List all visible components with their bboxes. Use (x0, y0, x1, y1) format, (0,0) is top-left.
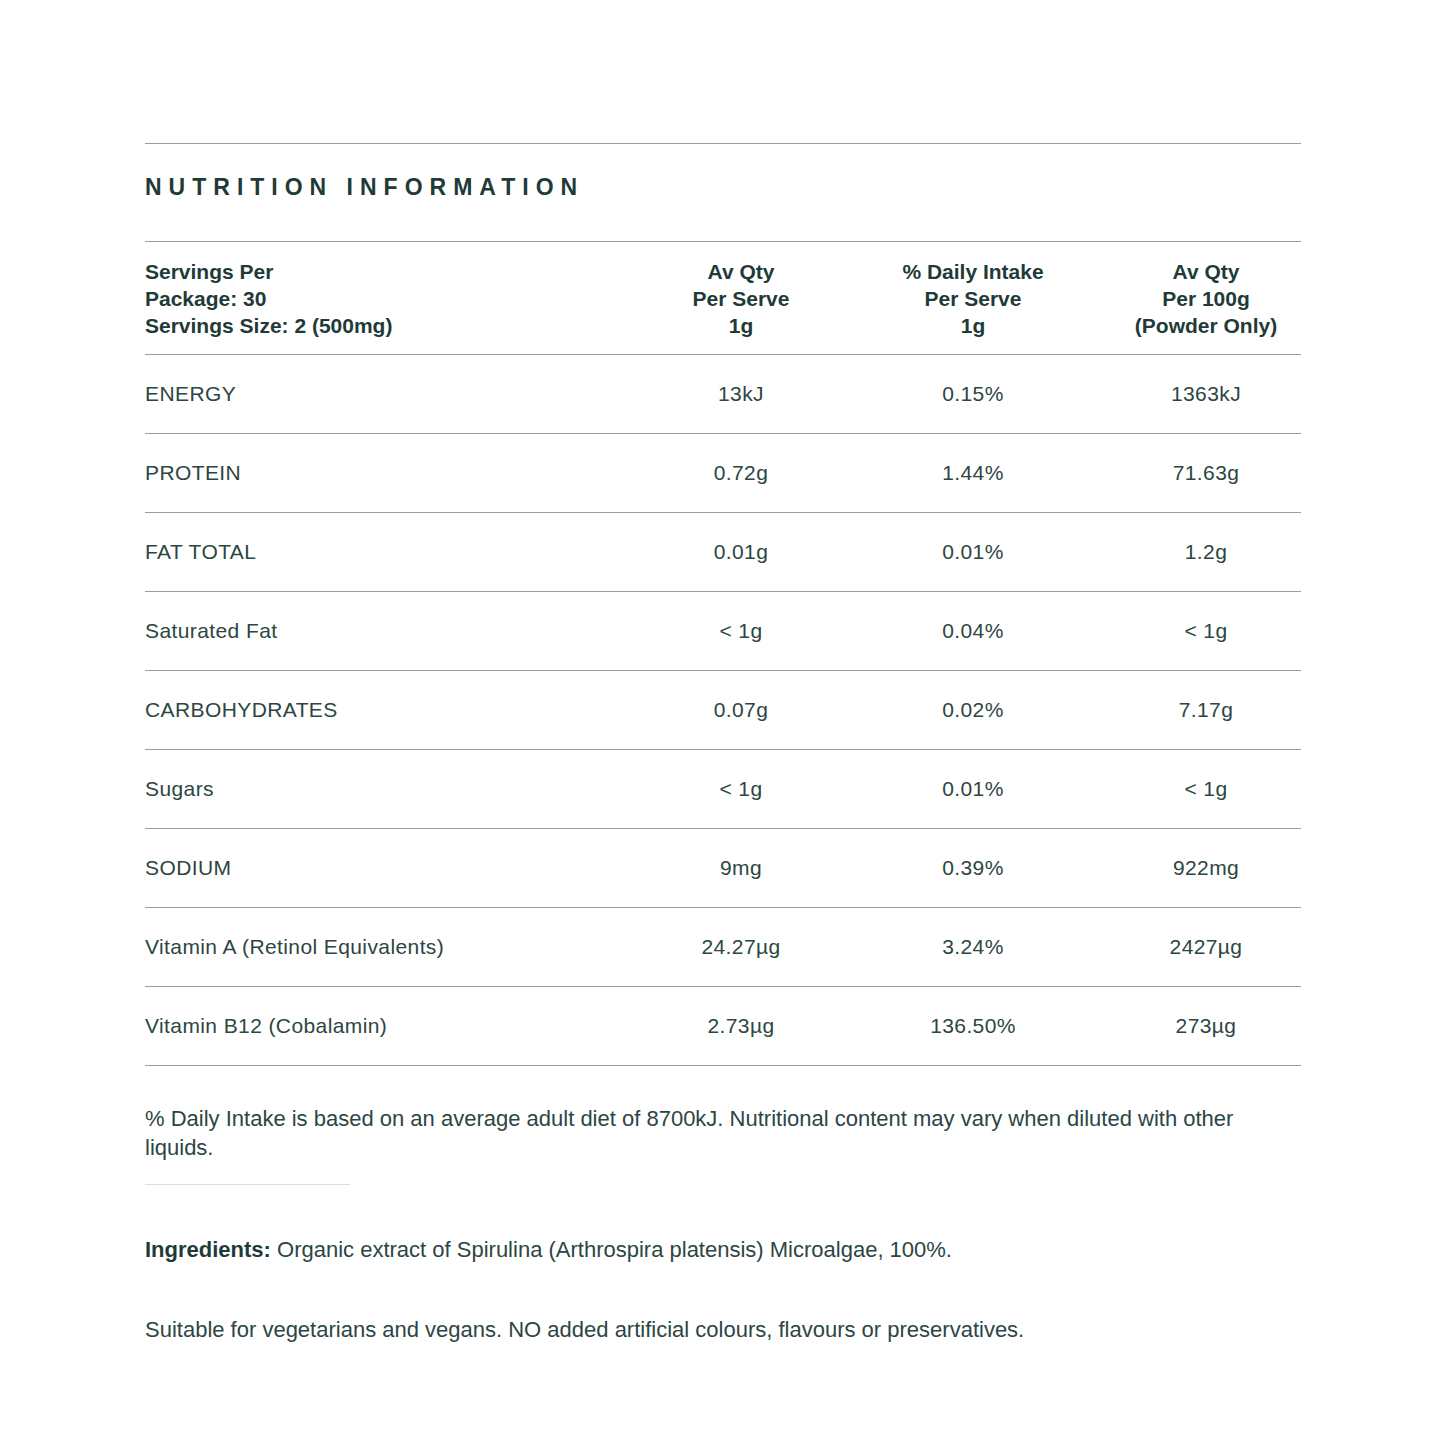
table-row-sodium: SODIUM 9mg 0.39% 922mg (145, 829, 1301, 908)
row-daily-intake: 136.50% (881, 1014, 1065, 1038)
suitability-note: Suitable for vegetarians and vegans. NO … (145, 1315, 1301, 1344)
row-daily-intake: 3.24% (881, 935, 1065, 959)
row-label: FAT TOTAL (145, 540, 601, 564)
row-per-100g: 1.2g (1065, 540, 1301, 564)
table-row-saturated-fat: Saturated Fat < 1g 0.04% < 1g (145, 592, 1301, 671)
header-av-qty-per-100g: Av Qty Per 100g (Powder Only) (1065, 258, 1301, 339)
table-row-sugars: Sugars < 1g 0.01% < 1g (145, 750, 1301, 829)
row-per-serve: 0.07g (601, 698, 881, 722)
row-per-serve: 2.73µg (601, 1014, 881, 1038)
ingredients-line: Ingredients: Organic extract of Spirulin… (145, 1235, 1301, 1264)
top-divider (145, 143, 1301, 144)
ingredients-label: Ingredients: (145, 1237, 271, 1262)
row-per-serve: 13kJ (601, 382, 881, 406)
row-per-serve: 24.27µg (601, 935, 881, 959)
row-daily-intake: 0.01% (881, 540, 1065, 564)
row-label: ENERGY (145, 382, 601, 406)
table-row-carbohydrates: CARBOHYDRATES 0.07g 0.02% 7.17g (145, 671, 1301, 750)
row-daily-intake: 1.44% (881, 461, 1065, 485)
row-per-serve: 0.01g (601, 540, 881, 564)
row-per-100g: 2427µg (1065, 935, 1301, 959)
nutrition-panel: NUTRITION INFORMATION Servings Per Packa… (145, 143, 1301, 1366)
row-per-serve: < 1g (601, 619, 881, 643)
row-per-100g: < 1g (1065, 777, 1301, 801)
table-row-protein: PROTEIN 0.72g 1.44% 71.63g (145, 434, 1301, 513)
title-spacer (145, 201, 1301, 241)
row-daily-intake: 0.01% (881, 777, 1065, 801)
row-per-serve: < 1g (601, 777, 881, 801)
daily-intake-footnote: % Daily Intake is based on an average ad… (145, 1104, 1295, 1162)
row-daily-intake: 0.02% (881, 698, 1065, 722)
table-row-vitamin-a: Vitamin A (Retinol Equivalents) 24.27µg … (145, 908, 1301, 987)
page-title: NUTRITION INFORMATION (145, 174, 1301, 201)
row-daily-intake: 0.39% (881, 856, 1065, 880)
table-header-row: Servings Per Package: 30 Servings Size: … (145, 242, 1301, 355)
row-daily-intake: 0.15% (881, 382, 1065, 406)
table-row-vitamin-b12: Vitamin B12 (Cobalamin) 2.73µg 136.50% 2… (145, 987, 1301, 1066)
table-row-fat-total: FAT TOTAL 0.01g 0.01% 1.2g (145, 513, 1301, 592)
row-label: Sugars (145, 777, 601, 801)
row-per-serve: 9mg (601, 856, 881, 880)
row-per-100g: 273µg (1065, 1014, 1301, 1038)
row-per-100g: 922mg (1065, 856, 1301, 880)
row-label: CARBOHYDRATES (145, 698, 601, 722)
table-row-energy: ENERGY 13kJ 0.15% 1363kJ (145, 355, 1301, 434)
row-label: PROTEIN (145, 461, 601, 485)
faint-divider (145, 1184, 350, 1185)
row-label: Vitamin B12 (Cobalamin) (145, 1014, 601, 1038)
ingredients-text: Organic extract of Spirulina (Arthrospir… (271, 1237, 952, 1262)
header-av-qty-per-serve: Av Qty Per Serve 1g (601, 258, 881, 339)
row-daily-intake: 0.04% (881, 619, 1065, 643)
nutrition-panel-page: NUTRITION INFORMATION Servings Per Packa… (0, 0, 1445, 1445)
header-servings: Servings Per Package: 30 Servings Size: … (145, 258, 601, 339)
row-per-100g: 1363kJ (1065, 382, 1301, 406)
row-label: Vitamin A (Retinol Equivalents) (145, 935, 601, 959)
row-per-100g: 71.63g (1065, 461, 1301, 485)
header-daily-intake: % Daily Intake Per Serve 1g (881, 258, 1065, 339)
row-per-100g: < 1g (1065, 619, 1301, 643)
row-per-100g: 7.17g (1065, 698, 1301, 722)
row-per-serve: 0.72g (601, 461, 881, 485)
row-label: Saturated Fat (145, 619, 601, 643)
row-label: SODIUM (145, 856, 601, 880)
